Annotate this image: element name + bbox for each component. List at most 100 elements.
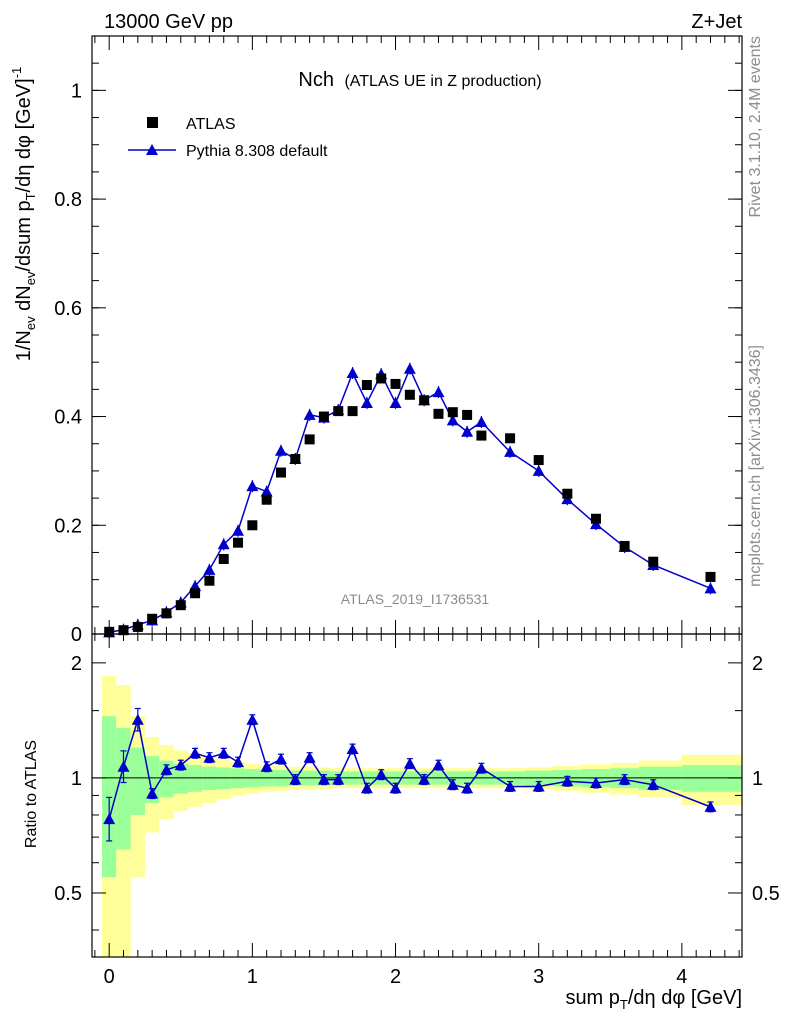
mc-marker: [532, 464, 545, 476]
mc-marker: [360, 396, 373, 408]
legend-mc-marker: [146, 144, 158, 155]
data-marker: [433, 408, 444, 419]
data-marker: [404, 389, 415, 400]
data-marker: [462, 409, 473, 420]
data-marker: [204, 575, 215, 586]
data-marker: [290, 453, 301, 464]
data-marker: [476, 430, 487, 441]
ratio-marker: [232, 756, 245, 768]
mc-marker: [461, 425, 474, 437]
ratio-ytick-label-right: 2: [752, 653, 763, 675]
ratio-marker: [432, 759, 445, 771]
main-panel: 0 0.2 0.4 0.6 0.8 1: [54, 35, 743, 646]
mc-marker: [389, 396, 402, 408]
data-marker: [390, 378, 401, 389]
mc-marker: [274, 444, 287, 456]
main-ytick-label: 0.2: [54, 515, 82, 537]
ratio-yaxis-label: Ratio to ATLAS: [23, 740, 40, 848]
ratio-marker: [647, 778, 660, 790]
mc-marker: [217, 538, 230, 550]
title-main: Nch: [298, 69, 334, 91]
data-marker: [190, 588, 201, 599]
data-marker: [361, 380, 372, 391]
data-marker: [376, 373, 387, 384]
data-marker: [447, 407, 458, 418]
ratio-marker: [446, 778, 459, 790]
side-label-mcplots: mcplots.cern.ch [arXiv:1306.3436]: [747, 345, 764, 587]
data-marker: [333, 406, 344, 417]
data-marker: [318, 411, 329, 422]
ratio-series-line: [108, 717, 711, 820]
ratio-ytick-label-left: 0.5: [54, 883, 82, 905]
mc-marker: [303, 408, 316, 420]
ratio-xtick-label: 1: [247, 966, 258, 988]
data-marker: [175, 600, 186, 611]
ratio-xtick-label: 0: [104, 966, 115, 988]
ratio-marker: [289, 773, 302, 785]
ratio-band-inner: [144, 756, 160, 803]
ratio-xtick-label: 4: [676, 966, 687, 988]
ratio-panel: 0 1 2 3 4 0.5 0.5 1 1 2 2: [54, 633, 780, 988]
analysis-id: ATLAS_2019_I1736531: [341, 591, 490, 607]
ratio-marker: [203, 751, 216, 763]
data-marker: [104, 626, 115, 637]
ratio-marker: [418, 773, 431, 785]
main-ytick-label: 0: [71, 624, 82, 646]
mc-marker: [232, 524, 245, 536]
data-marker: [533, 455, 544, 466]
ratio-band-inner: [130, 747, 145, 815]
ratio-band-inner: [159, 760, 174, 798]
ratio-marker: [360, 782, 373, 794]
mc-marker: [504, 445, 517, 457]
ratio-marker: [561, 775, 574, 787]
ratio-ytick-label-left: 2: [71, 653, 82, 675]
ratio-marker: [189, 747, 202, 759]
ratio-marker: [131, 713, 144, 725]
data-marker: [590, 513, 601, 524]
mc-marker: [704, 582, 717, 594]
mc-marker: [346, 367, 359, 379]
ratio-marker: [217, 747, 230, 759]
header-right: Z+Jet: [691, 11, 742, 33]
ratio-marker: [332, 773, 345, 785]
ratio-xtick-label: 3: [533, 966, 544, 988]
legend-data-label: ATLAS: [186, 116, 236, 133]
title-sub: (ATLAS UE in Z production): [344, 73, 541, 90]
ratio-marker: [618, 773, 631, 785]
mc-marker: [432, 386, 445, 398]
mc-marker: [475, 415, 488, 427]
mc-marker: [446, 414, 459, 426]
ratio-marker: [103, 813, 116, 825]
data-marker: [505, 433, 516, 444]
ratio-marker: [303, 751, 316, 763]
legend-mc-label: Pythia 8.308 default: [186, 143, 328, 160]
ratio-marker: [346, 743, 359, 755]
ratio-band-inner: [102, 716, 117, 878]
plot-title: Nch (ATLAS UE in Z production): [298, 69, 541, 91]
ratio-marker: [160, 763, 173, 775]
ratio-band-inner: [116, 728, 131, 850]
ratio-marker: [274, 753, 287, 765]
data-marker: [304, 434, 315, 445]
data-marker: [347, 406, 358, 417]
data-marker: [132, 621, 143, 632]
data-marker: [147, 613, 158, 624]
data-marker: [233, 537, 244, 548]
data-marker: [161, 608, 172, 619]
main-ytick-label: 0.4: [54, 407, 82, 429]
data-marker: [562, 488, 573, 499]
main-ytick-label: 1: [71, 80, 82, 102]
mc-marker: [403, 362, 416, 374]
side-label-rivet: Rivet 3.1.10, 2.4M events: [747, 36, 764, 217]
legend: ATLAS Pythia 8.308 default: [128, 116, 328, 160]
ratio-marker: [146, 787, 159, 799]
data-marker: [118, 625, 129, 636]
ratio-marker: [246, 713, 259, 725]
ratio-band-inner: [681, 765, 742, 792]
ratio-marker: [704, 800, 717, 812]
ratio-marker: [389, 782, 402, 794]
legend-data-marker: [147, 117, 158, 128]
mc-marker: [260, 485, 273, 497]
ratio-marker: [317, 773, 330, 785]
